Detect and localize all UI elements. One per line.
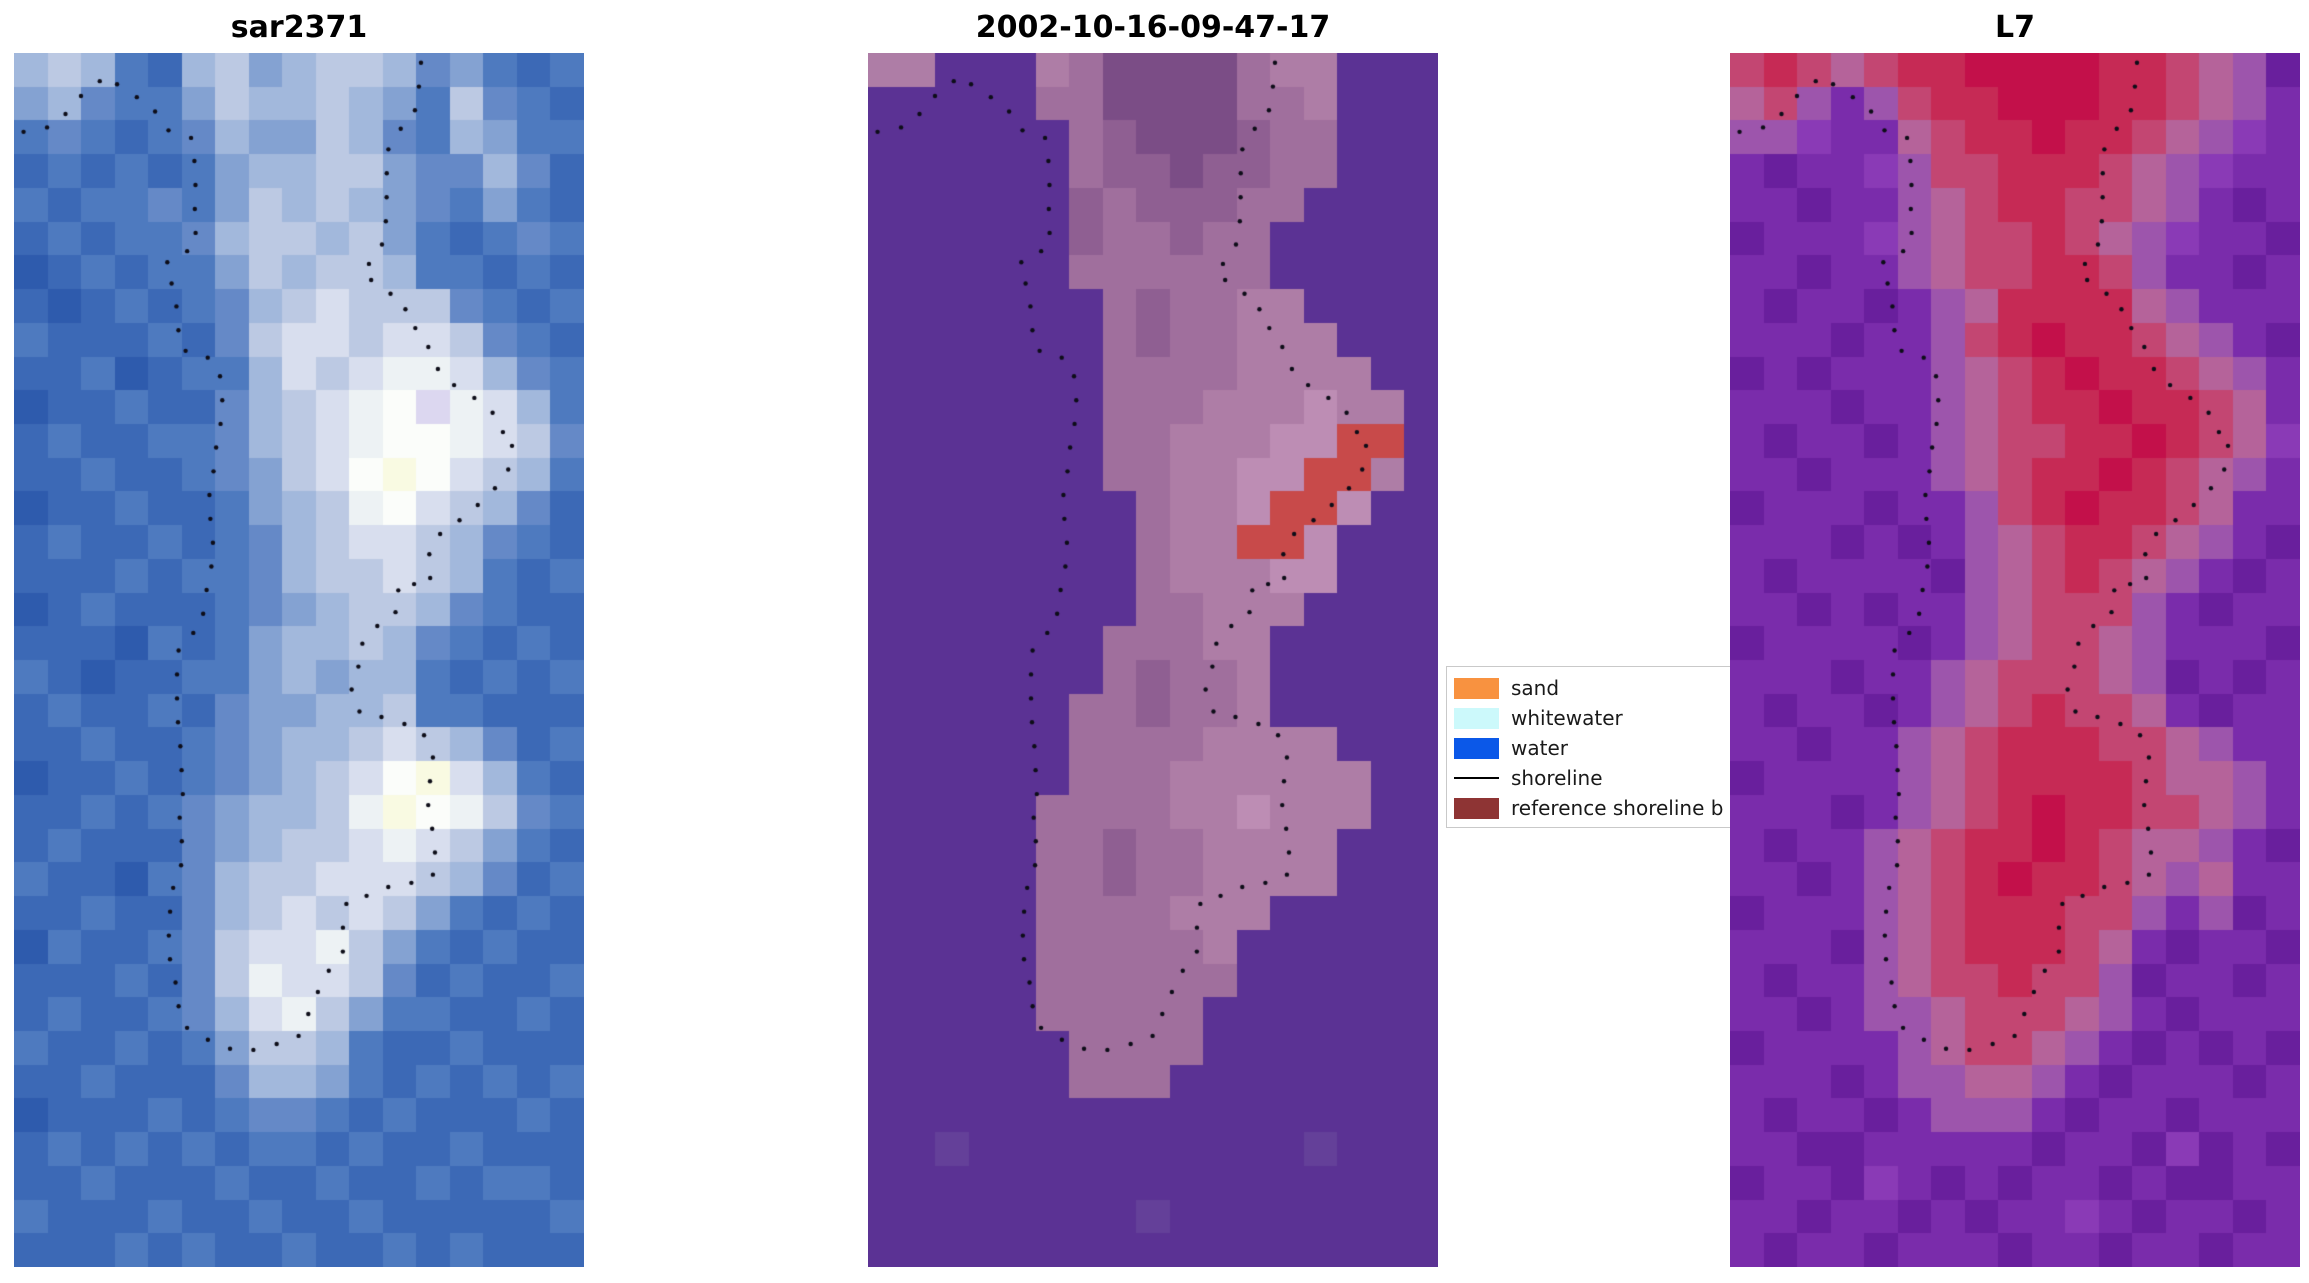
panel-l7 bbox=[1730, 53, 2300, 1267]
legend-item-sand: sand bbox=[1454, 673, 1768, 703]
classified-image bbox=[868, 53, 1438, 1267]
legend-label-sand: sand bbox=[1511, 676, 1560, 700]
legend-label-water: water bbox=[1511, 736, 1568, 760]
panel-sar2371 bbox=[14, 53, 584, 1267]
shoreline-swatch bbox=[1454, 768, 1499, 789]
legend: sand whitewater water shoreline reference sh… bbox=[1446, 666, 1776, 828]
legend-label-whitewater: whitewater bbox=[1511, 706, 1623, 730]
legend-item-whitewater: whitewater bbox=[1454, 703, 1768, 733]
legend-item-reference-shoreline-b: reference shoreline b bbox=[1454, 793, 1768, 823]
whitewater-swatch bbox=[1454, 707, 1499, 729]
legend-item-water: water bbox=[1454, 733, 1768, 763]
panel-title-date: 2002-10-16-09-47-17 bbox=[975, 10, 1331, 45]
sand-swatch bbox=[1454, 677, 1499, 699]
legend-label-shoreline: shoreline bbox=[1511, 766, 1603, 790]
l7-image bbox=[1730, 53, 2300, 1267]
panel-classified bbox=[868, 53, 1438, 1267]
water-swatch bbox=[1454, 737, 1499, 759]
panel-title-sar2371: sar2371 bbox=[230, 10, 368, 45]
legend-label-reference-shoreline-b: reference shoreline b bbox=[1511, 796, 1724, 820]
sar2371-image bbox=[14, 53, 584, 1267]
reference-shoreline-b-swatch bbox=[1454, 797, 1499, 819]
panel-title-l7: L7 bbox=[1995, 10, 2035, 45]
legend-item-shoreline: shoreline bbox=[1454, 763, 1768, 793]
